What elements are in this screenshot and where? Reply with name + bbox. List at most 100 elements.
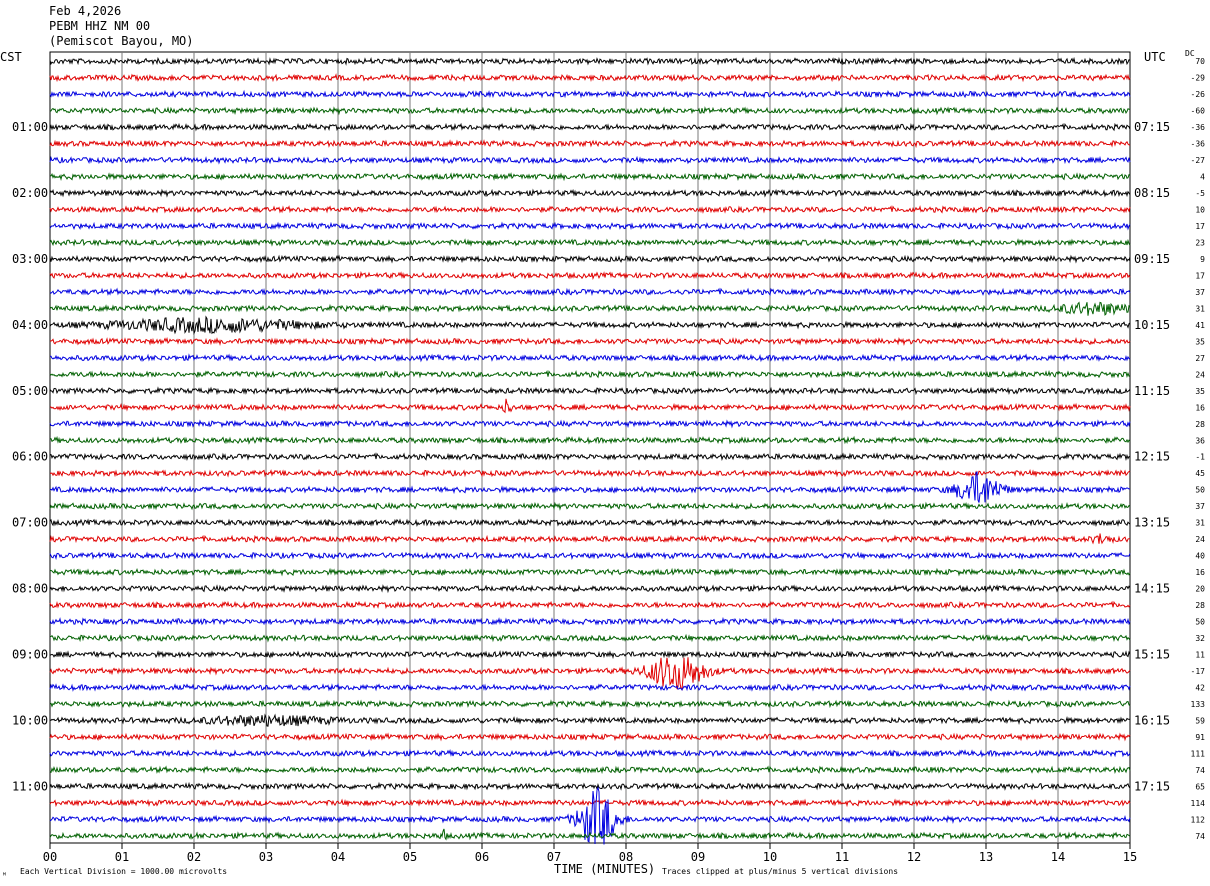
dc-offset-value: -5 bbox=[1195, 189, 1205, 198]
seismic-trace-row bbox=[49, 89, 1131, 99]
dc-offset-value: 20 bbox=[1195, 585, 1205, 594]
right-timezone-label: UTC bbox=[1144, 50, 1166, 64]
seismic-trace-row bbox=[49, 386, 1131, 396]
right-time-label: 14:15 bbox=[1134, 582, 1170, 596]
seismic-trace-row bbox=[49, 435, 1131, 445]
dc-offset-value: -29 bbox=[1191, 74, 1206, 83]
dc-offset-value: 40 bbox=[1195, 552, 1205, 561]
seismic-trace-row bbox=[49, 468, 1131, 478]
x-axis-title: TIME (MINUTES) bbox=[554, 862, 656, 876]
dc-offset-value: -26 bbox=[1191, 90, 1206, 99]
dc-offset-value: 27 bbox=[1195, 354, 1205, 363]
right-time-label: 09:15 bbox=[1134, 252, 1170, 266]
seismic-trace-row bbox=[49, 616, 1131, 626]
left-time-label: 01:00 bbox=[12, 120, 48, 134]
seismic-trace-row bbox=[49, 600, 1131, 610]
right-time-label: 15:15 bbox=[1134, 647, 1170, 661]
seismic-trace-row bbox=[50, 172, 1131, 182]
x-tick-label: 01 bbox=[115, 850, 129, 864]
dc-offset-value: -27 bbox=[1191, 156, 1206, 165]
dc-offset-value: 50 bbox=[1195, 486, 1205, 495]
dc-offset-value: 91 bbox=[1195, 733, 1205, 742]
seismic-trace-row bbox=[49, 238, 1131, 248]
left-time-label: 09:00 bbox=[12, 647, 48, 661]
dc-offset-value: 114 bbox=[1191, 799, 1206, 808]
seismic-trace-row bbox=[50, 633, 1131, 643]
right-time-label: 07:15 bbox=[1134, 120, 1170, 134]
dc-offset-value: 74 bbox=[1195, 766, 1205, 775]
x-tick-label: 12 bbox=[907, 850, 921, 864]
seismic-trace-row bbox=[50, 336, 1131, 347]
seismic-trace-row bbox=[49, 518, 1131, 528]
x-tick-label: 00 bbox=[43, 850, 57, 864]
seismic-trace-row bbox=[49, 765, 1131, 775]
seismic-trace-row bbox=[49, 398, 1131, 414]
right-time-label: 12:15 bbox=[1134, 450, 1170, 464]
dc-offset-value: 28 bbox=[1195, 601, 1205, 610]
x-tick-label: 15 bbox=[1123, 850, 1137, 864]
left-time-label: 02:00 bbox=[12, 186, 48, 200]
seismic-trace-row bbox=[49, 798, 1131, 808]
dc-offset-value: 16 bbox=[1195, 403, 1205, 412]
x-tick-label: 10 bbox=[763, 850, 777, 864]
seismic-trace-row bbox=[49, 786, 1131, 845]
seismic-trace-row bbox=[49, 471, 1131, 503]
seismic-trace-row bbox=[49, 732, 1131, 742]
seismic-trace-row bbox=[49, 287, 1131, 297]
right-time-label: 13:15 bbox=[1134, 516, 1170, 530]
x-tick-label: 03 bbox=[259, 850, 273, 864]
seismic-trace-row bbox=[49, 533, 1130, 545]
dc-offset-value: -1 bbox=[1195, 453, 1205, 462]
header-date: Feb 4,2026 bbox=[49, 4, 122, 18]
seismic-trace-row bbox=[49, 106, 1130, 116]
seismic-trace-row bbox=[49, 188, 1131, 198]
dc-offset-value: 23 bbox=[1195, 239, 1205, 248]
seismic-trace-row bbox=[49, 155, 1131, 165]
seismic-trace-row bbox=[49, 781, 1131, 791]
x-tick-label: 04 bbox=[331, 850, 345, 864]
dc-offset-value: -60 bbox=[1191, 107, 1206, 116]
right-time-label: 16:15 bbox=[1134, 713, 1170, 727]
seismic-trace-row bbox=[49, 122, 1131, 132]
seismic-trace-row bbox=[50, 353, 1131, 363]
seismic-trace-row bbox=[49, 699, 1131, 709]
header-station: PEBM HHZ NM 00 bbox=[49, 19, 151, 33]
seismic-trace-row bbox=[49, 683, 1131, 692]
left-timezone-label: CST bbox=[0, 50, 22, 64]
seismic-trace-row bbox=[49, 205, 1131, 214]
seismic-trace-row bbox=[49, 315, 1131, 336]
dc-offset-value: 28 bbox=[1195, 420, 1205, 429]
dc-offset-value: 42 bbox=[1195, 683, 1205, 692]
dc-offset-value: 37 bbox=[1195, 502, 1205, 511]
dc-offset-value: 70 bbox=[1195, 57, 1205, 66]
x-tick-label: 07 bbox=[547, 850, 561, 864]
plot-frame bbox=[49, 51, 1131, 844]
dc-offset-value: 133 bbox=[1191, 700, 1206, 709]
left-time-label: 10:00 bbox=[12, 713, 48, 727]
dc-offset-value: -36 bbox=[1191, 140, 1206, 149]
seismic-trace-row bbox=[49, 419, 1131, 429]
header-location: (Pemiscot Bayou, MO) bbox=[49, 34, 194, 48]
dc-offset-header: DC bbox=[1185, 49, 1195, 58]
corner-mark: ᴹ bbox=[2, 871, 7, 880]
left-time-label: 06:00 bbox=[12, 450, 48, 464]
dc-offset-value: 65 bbox=[1195, 782, 1205, 791]
x-tick-label: 11 bbox=[835, 850, 849, 864]
left-time-label: 03:00 bbox=[12, 252, 48, 266]
dc-offset-value: 9 bbox=[1200, 255, 1205, 264]
seismic-trace-row bbox=[49, 254, 1131, 264]
dc-offset-value: 111 bbox=[1191, 749, 1206, 758]
scale-note: Each Vertical Division = 1000.00 microvo… bbox=[20, 867, 228, 876]
x-tick-label: 13 bbox=[979, 850, 993, 864]
left-time-label: 08:00 bbox=[12, 582, 48, 596]
dc-offset-value: 35 bbox=[1195, 337, 1205, 346]
dc-offset-value: 17 bbox=[1195, 271, 1205, 280]
left-time-label: 07:00 bbox=[12, 516, 48, 530]
x-tick-label: 06 bbox=[475, 850, 489, 864]
dc-offset-value: 31 bbox=[1195, 304, 1205, 313]
seismic-trace-row bbox=[49, 501, 1131, 511]
dc-offset-value: 16 bbox=[1195, 568, 1205, 577]
seismic-trace-row bbox=[49, 73, 1131, 83]
dc-offset-value: 45 bbox=[1195, 469, 1205, 478]
x-tick-label: 05 bbox=[403, 850, 417, 864]
